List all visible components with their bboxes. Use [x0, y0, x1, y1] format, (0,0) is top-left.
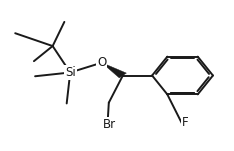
Text: Si: Si: [65, 66, 76, 79]
Text: F: F: [182, 116, 189, 129]
Text: Br: Br: [103, 118, 116, 131]
Polygon shape: [102, 63, 126, 78]
Text: O: O: [97, 56, 106, 69]
